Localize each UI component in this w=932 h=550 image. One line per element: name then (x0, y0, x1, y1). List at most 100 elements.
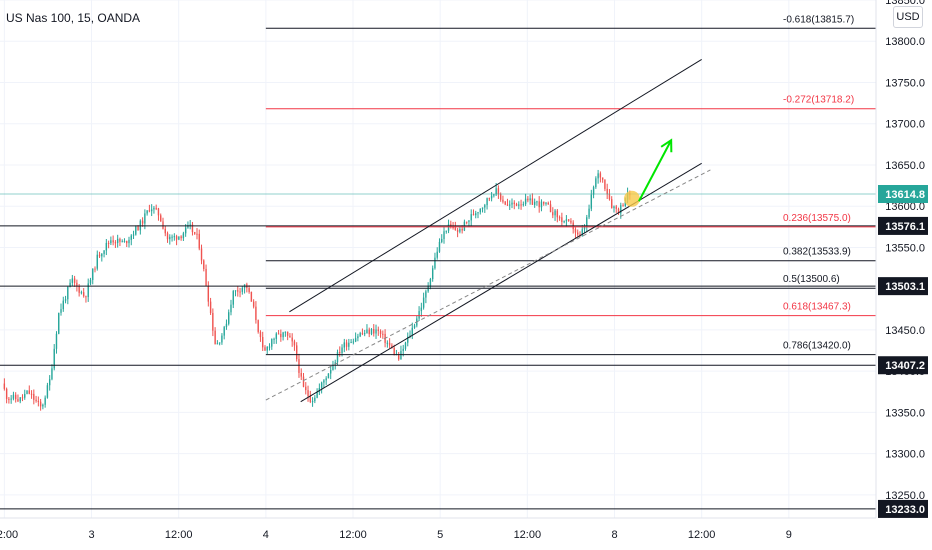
candle-body (382, 333, 384, 335)
candle-body (314, 397, 316, 402)
time-tick-label: 12:00 (688, 529, 716, 541)
candle-body (447, 224, 450, 231)
candle-body (357, 336, 359, 339)
candle-body (135, 226, 137, 235)
candle-body (48, 379, 51, 386)
candle-body (438, 241, 441, 252)
candle-body (78, 286, 80, 293)
candle-body (255, 306, 257, 321)
price-tick-label: 13450.0 (885, 325, 925, 337)
candle-body (477, 212, 479, 214)
candle-body (169, 236, 171, 240)
candle-body (556, 210, 559, 218)
candle-body (76, 282, 78, 287)
price-tick-label: 13550.0 (885, 242, 925, 254)
candle-body (155, 207, 157, 209)
candle-body (302, 376, 305, 387)
candle-body (150, 209, 153, 212)
candle-body (393, 347, 395, 355)
candle-body (35, 399, 37, 401)
candle-body (153, 207, 155, 210)
price-tick-label: 13300.0 (885, 449, 925, 461)
candle-body (232, 291, 234, 305)
candle-body (69, 282, 71, 287)
candle-body (601, 177, 604, 180)
candle-body (334, 362, 336, 365)
candle-body (28, 390, 30, 394)
candle-body (248, 288, 250, 292)
candle-body (19, 397, 21, 402)
candle-body (262, 337, 264, 348)
candle-body (418, 311, 420, 319)
candle-body (459, 228, 461, 232)
price-label-box (878, 216, 928, 235)
candle-body (407, 336, 409, 343)
candle-body (522, 204, 525, 206)
candle-body (24, 393, 26, 398)
candle-body (178, 236, 180, 240)
price-label: 13576.1 (885, 221, 925, 233)
candle-body (547, 202, 549, 205)
trend-channel (265, 58, 711, 403)
candle-body (529, 198, 531, 201)
candle-body (130, 235, 132, 240)
candle-body (132, 234, 135, 236)
candle-body (289, 335, 291, 338)
candle-body (44, 397, 46, 405)
candle-body (280, 333, 282, 338)
candle-body (96, 254, 98, 269)
candle-body (613, 206, 615, 209)
candle-body (590, 194, 593, 209)
price-label: 13503.1 (885, 281, 925, 293)
candle-body (189, 224, 191, 226)
time-tick-label: 12:00 (165, 529, 193, 541)
fib-level-label: -0.272(13718.2) (783, 95, 854, 106)
candle-body (379, 330, 382, 334)
candle-body (499, 194, 502, 200)
candle-body (345, 342, 348, 347)
candle-body (241, 287, 244, 292)
candle-body (184, 227, 187, 234)
candle-body (615, 206, 617, 209)
candle-body (94, 268, 96, 270)
candle-body (277, 333, 280, 335)
candle-body (64, 299, 67, 301)
candle-body (126, 241, 128, 244)
candle-body (30, 393, 33, 395)
fib-level-label: 0.786(13420.0) (783, 341, 851, 352)
currency-button[interactable]: USD (893, 6, 923, 28)
candle-body (234, 290, 237, 292)
candle-body (239, 291, 241, 293)
candle-body (107, 242, 110, 244)
candle-body (3, 383, 6, 389)
time-tick-label: 4 (263, 529, 269, 541)
candle-body (425, 291, 427, 298)
candle-body (359, 333, 361, 337)
candle-body (196, 233, 198, 235)
candle-body (144, 213, 146, 224)
candle-body (175, 236, 178, 240)
candle-body (370, 329, 373, 335)
candle-body (296, 345, 298, 360)
candle-body (622, 205, 624, 207)
candle-body (343, 342, 346, 348)
price-label-box (878, 356, 928, 375)
candle-body (82, 292, 85, 297)
candle-body (101, 253, 103, 257)
candle-body (445, 230, 447, 232)
candle-body (128, 239, 130, 244)
price-label: 13233.0 (885, 504, 925, 516)
candle-body (80, 292, 83, 294)
candle-body (375, 329, 377, 334)
candle-body (8, 398, 10, 400)
time-tick-label: 12:00 (0, 529, 18, 541)
candle-body (597, 173, 599, 179)
candle-body (608, 194, 611, 200)
candle-body (71, 278, 74, 283)
candle-body (87, 283, 89, 298)
candle-body (173, 236, 176, 238)
candle-body (216, 343, 219, 345)
candle-body (257, 320, 259, 332)
candle-body (116, 238, 119, 243)
